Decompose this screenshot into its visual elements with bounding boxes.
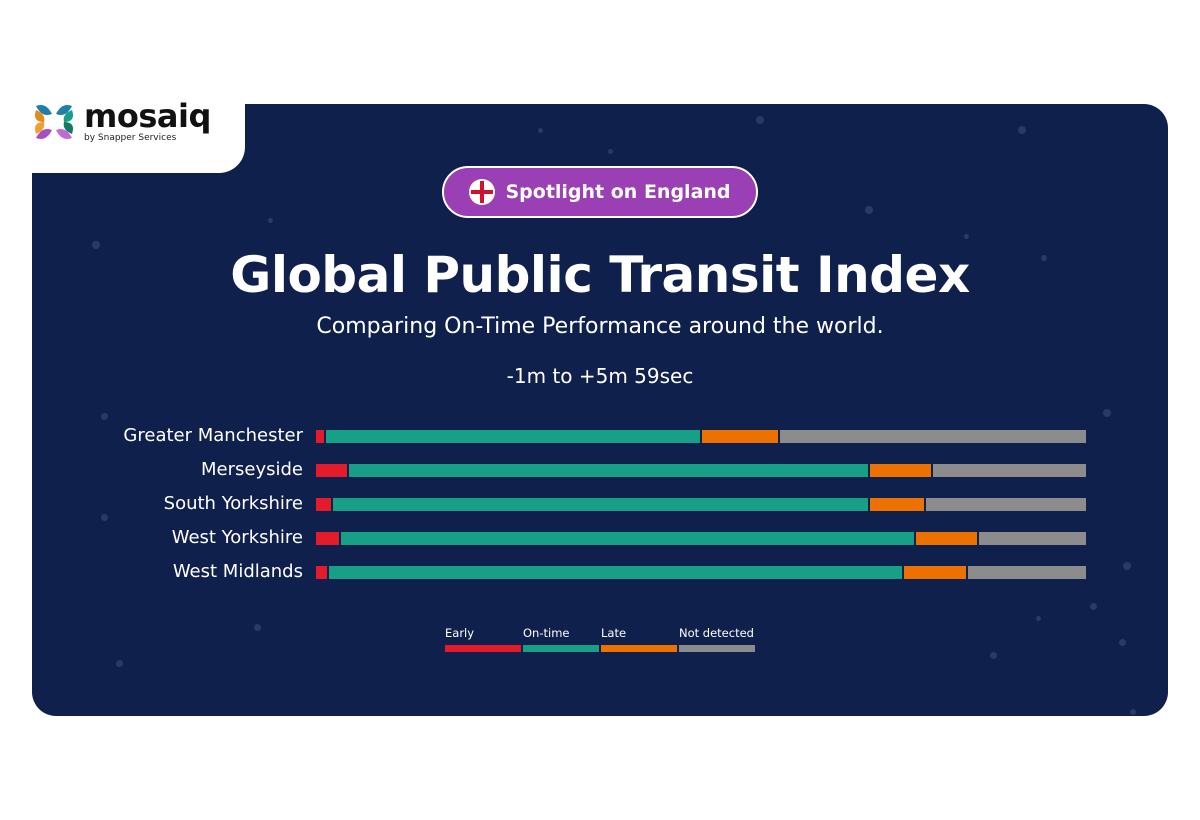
bar-segment-early: [316, 532, 339, 545]
decorative-dot: [607, 148, 613, 154]
category-label: South Yorkshire: [163, 493, 303, 514]
category-label: Greater Manchester: [123, 425, 303, 446]
decorative-dot: [115, 659, 123, 667]
bar-segment-on-time: [333, 498, 869, 511]
legend-swatch: [601, 645, 677, 652]
bar-segment-early: [316, 498, 332, 511]
decorative-dot: [865, 206, 873, 214]
decorative-dot: [253, 623, 261, 631]
range-label: -1m to +5m 59sec: [506, 364, 694, 388]
stacked-bar: [316, 566, 1086, 579]
bar-segment-late: [701, 430, 779, 443]
chart-subtitle: Comparing On-Time Performance around the…: [316, 314, 884, 339]
logo-name: mosaiq: [84, 97, 211, 135]
legend-label: On-time: [523, 626, 570, 640]
decorative-dot: [92, 241, 100, 249]
bar-segment-on-time: [325, 430, 700, 443]
bar-segment-late: [870, 498, 924, 511]
stacked-bar: [316, 464, 1086, 477]
card-notch: [0, 0, 245, 173]
bar-segment-not-detected: [925, 498, 1086, 511]
decorative-dot: [1035, 615, 1041, 621]
decorative-dot: [1123, 562, 1131, 570]
stacked-bar: [316, 532, 1086, 545]
bar-segment-not-detected: [933, 464, 1086, 477]
legend-label: Late: [601, 626, 627, 640]
category-label: West Midlands: [172, 561, 303, 582]
legend-swatch: [445, 645, 521, 652]
decorative-dot: [1018, 126, 1026, 134]
decorative-dot: [100, 412, 108, 420]
decorative-dot: [1103, 409, 1111, 417]
mosaiq-logo-icon: [35, 105, 73, 139]
bar-segment-late: [904, 566, 966, 579]
bar-segment-late: [870, 464, 932, 477]
decorative-dot: [1118, 638, 1126, 646]
legend-label: Not detected: [679, 626, 754, 640]
legend-swatch: [679, 645, 755, 652]
chart-title: Global Public Transit Index: [230, 246, 970, 304]
mosaiq-logo: mosaiq by Snapper Services: [32, 100, 211, 144]
bar-segment-early: [316, 566, 328, 579]
stacked-bar: [316, 430, 1086, 443]
spotlight-badge: Spotlight on England: [442, 166, 758, 218]
bar-segment-not-detected: [780, 430, 1086, 443]
bar-segment-not-detected: [979, 532, 1086, 545]
bar-segment-late: [915, 532, 978, 545]
bar-segment-on-time: [329, 566, 903, 579]
legend-label: Early: [445, 626, 475, 640]
bar-segment-early: [316, 464, 347, 477]
decorative-dot: [1089, 602, 1097, 610]
decorative-dot: [267, 217, 273, 223]
bar-segment-on-time: [348, 464, 869, 477]
bar-segment-early: [316, 430, 324, 443]
category-label: West Yorkshire: [171, 527, 303, 548]
decorative-dot: [1041, 255, 1047, 261]
bar-segment-not-detected: [967, 566, 1086, 579]
logo-tagline: by Snapper Services: [84, 133, 177, 143]
decorative-dot: [537, 127, 543, 133]
decorative-dot: [1130, 709, 1136, 715]
decorative-dot: [756, 116, 764, 124]
legend-swatch: [523, 645, 599, 652]
decorative-dot: [963, 233, 969, 239]
spotlight-label: Spotlight on England: [505, 181, 731, 203]
decorative-dot: [989, 651, 997, 659]
decorative-dot: [100, 513, 108, 521]
bar-segment-on-time: [340, 532, 914, 545]
england-flag-icon: [469, 179, 496, 205]
category-label: Merseyside: [201, 459, 303, 480]
stacked-bar: [316, 498, 1086, 511]
